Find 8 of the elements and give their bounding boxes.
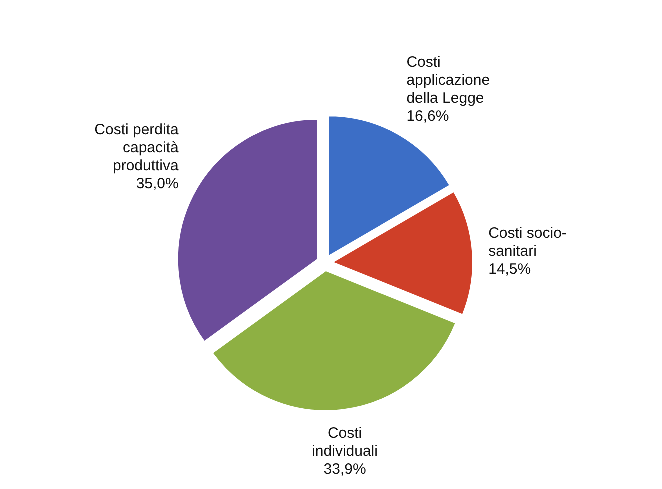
- data-label: 35,0%: [136, 176, 179, 193]
- data-label: 16,6%: [406, 108, 450, 125]
- slice-label: Costi socio-sanitari: [488, 225, 567, 260]
- slice-label: Costi perdita capacità produttiva: [94, 122, 180, 175]
- data-label: 33,9%: [324, 460, 366, 478]
- slice-label: Costi individuali: [312, 424, 378, 460]
- data-label: 14,5%: [488, 261, 532, 278]
- slice-label: Costi applicazione della Legge: [406, 54, 490, 107]
